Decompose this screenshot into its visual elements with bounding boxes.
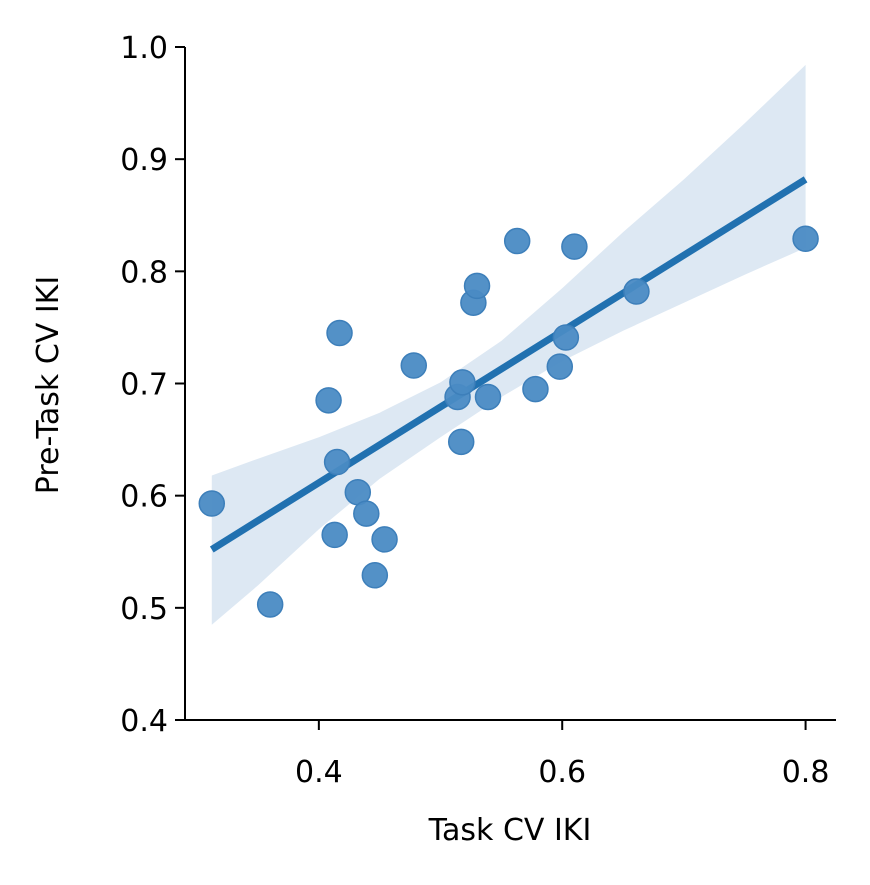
data-point bbox=[371, 526, 398, 553]
y-tick-label: 0.8 bbox=[120, 255, 168, 290]
data-point bbox=[323, 448, 351, 476]
data-point bbox=[561, 233, 588, 260]
data-point bbox=[315, 387, 342, 414]
data-point bbox=[546, 353, 574, 380]
data-point bbox=[522, 375, 549, 403]
confidence-band bbox=[211, 64, 806, 625]
data-point bbox=[321, 521, 348, 549]
y-axis-label: Pre-Task CV IKI bbox=[31, 276, 66, 494]
y-tick-label: 0.5 bbox=[120, 592, 168, 627]
x-tick-label: 0.8 bbox=[782, 755, 830, 790]
data-point bbox=[463, 272, 491, 300]
data-point bbox=[503, 227, 531, 255]
data-point bbox=[623, 278, 650, 305]
data-point bbox=[256, 591, 284, 618]
y-tick-label: 0.6 bbox=[120, 480, 168, 515]
data-point bbox=[326, 319, 353, 347]
data-point bbox=[400, 352, 428, 379]
x-tick-label: 0.6 bbox=[538, 755, 586, 790]
data-point bbox=[449, 369, 476, 396]
confidence-band-layer bbox=[211, 64, 806, 625]
y-tick-label: 0.9 bbox=[120, 143, 168, 178]
data-point bbox=[198, 490, 226, 517]
y-tick-label: 0.4 bbox=[120, 704, 168, 739]
data-point bbox=[447, 428, 475, 456]
regression-line bbox=[209, 176, 808, 553]
data-point bbox=[353, 500, 380, 527]
data-point bbox=[792, 225, 819, 253]
axes-layer: 0.4 0.5 0.6 0.7 0.8 0.9 1.0 0.4 0.6 0.8 bbox=[120, 31, 836, 790]
data-points-layer bbox=[198, 225, 819, 618]
regression-line-layer bbox=[209, 176, 808, 553]
y-tick-label: 0.7 bbox=[120, 368, 168, 403]
data-point bbox=[552, 324, 580, 351]
data-point bbox=[474, 383, 502, 411]
x-axis-label: Task CV IKI bbox=[428, 813, 592, 848]
y-tick-label: 1.0 bbox=[120, 31, 168, 66]
x-tick-label: 0.4 bbox=[295, 755, 343, 790]
data-point bbox=[361, 562, 389, 589]
